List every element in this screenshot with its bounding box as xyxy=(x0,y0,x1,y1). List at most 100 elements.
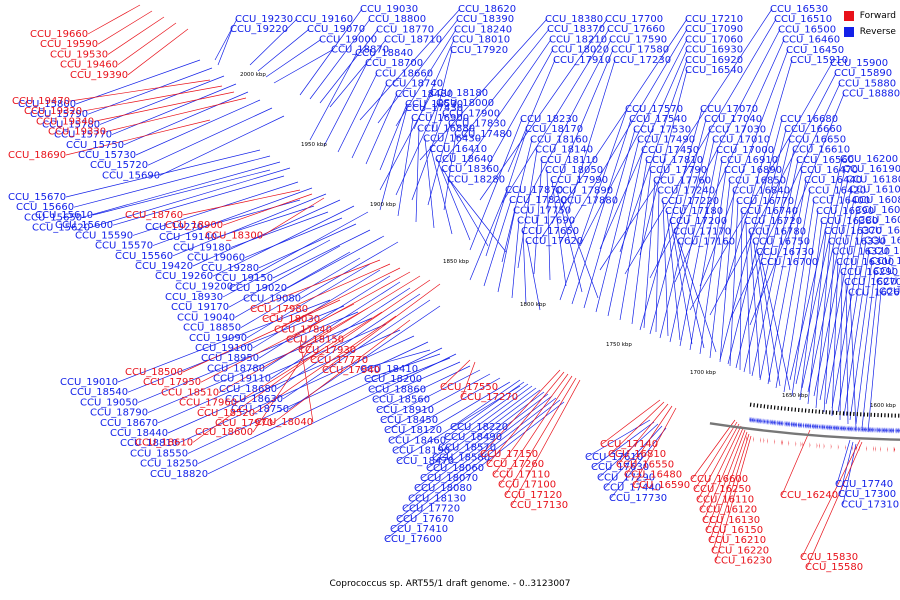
gene-label: CCU_17090 xyxy=(685,24,743,35)
gene-feature xyxy=(844,425,845,432)
label-connector xyxy=(559,29,688,244)
gene-feature xyxy=(866,445,867,452)
gene-label: CCU_17810 xyxy=(645,155,703,166)
gene-label: CCU_16880 xyxy=(417,123,475,134)
label-connector xyxy=(469,118,523,251)
gene-feature xyxy=(795,421,797,428)
gene-label: CCU_16060 xyxy=(858,215,900,226)
map-caption: Coprococcus sp. ART55/1 draft genome. - … xyxy=(329,579,571,589)
gene-label: CCU_16770 xyxy=(736,196,794,207)
gene-label: CCU_16720 xyxy=(744,216,802,227)
label-connector xyxy=(441,359,471,388)
label-connector xyxy=(849,292,857,429)
gene-label: CCU_17270 xyxy=(460,392,518,403)
label-connector xyxy=(639,69,688,256)
gene-feature xyxy=(755,417,756,424)
gene-label: CCU_16220 xyxy=(711,545,769,556)
gene-label: CCU_17720 xyxy=(402,504,460,515)
gene-feature xyxy=(870,426,871,433)
label-connector xyxy=(715,435,752,561)
label-connector xyxy=(359,8,461,121)
gene-label: CCU_16730 xyxy=(756,247,814,258)
label-connector xyxy=(431,49,453,133)
label-connector xyxy=(599,8,773,271)
gene-label: CCU_17990 xyxy=(550,175,608,186)
gene-feature xyxy=(821,423,822,430)
gene-feature xyxy=(852,425,853,432)
label-connector xyxy=(669,139,715,343)
label-connector xyxy=(505,377,577,495)
legend-item-forward: Forward xyxy=(843,8,896,24)
label-connector xyxy=(522,230,527,305)
gene-feature xyxy=(787,420,789,427)
kbp-ticks: 2000 kbp 1950 kbp 1900 kbp 1850 kbp 1800 kbp… xyxy=(240,72,896,409)
label-connector xyxy=(251,259,381,310)
gene-label: CCU_15940 xyxy=(873,266,900,277)
gene-label: CCU_18820 xyxy=(150,469,208,480)
label-connector xyxy=(254,315,397,414)
label-connector xyxy=(419,18,548,161)
label-connector xyxy=(749,93,845,326)
label-connector xyxy=(806,441,863,568)
gene-label: CCU_17610 xyxy=(585,452,643,463)
gene-label: CCU_17100 xyxy=(498,480,556,491)
gene-label: CCU_17030 xyxy=(708,124,766,135)
gene-feature xyxy=(809,422,810,429)
gene-feature xyxy=(793,421,795,428)
gene-feature xyxy=(753,417,755,424)
gene-feature xyxy=(837,444,839,451)
gene-label: CCU_18300 xyxy=(205,230,263,241)
gene-label: CCU_17210 xyxy=(685,14,743,25)
gene-feature xyxy=(858,426,859,433)
label-connector xyxy=(147,317,373,413)
gene-feature xyxy=(890,427,892,434)
label-connector xyxy=(222,239,331,298)
gene-feature xyxy=(771,419,773,426)
gene-label: CCU_17170 xyxy=(673,226,731,237)
label-connector xyxy=(855,271,876,425)
gene-feature xyxy=(765,418,766,425)
gene-label: CCU_19090 xyxy=(189,333,247,344)
label-connector xyxy=(689,62,833,311)
gene-feature xyxy=(856,445,858,452)
gene-label: CCU_19280 xyxy=(201,263,259,274)
gene-feature xyxy=(812,423,814,430)
gene-label: CCU_19260 xyxy=(155,271,213,282)
gene-label: CCU_19230 xyxy=(235,14,293,25)
label-connector xyxy=(639,108,703,331)
gene-feature xyxy=(792,421,794,428)
gene-feature xyxy=(883,427,885,434)
gene-label: CCU_16540 xyxy=(685,65,743,76)
label-connector xyxy=(177,335,415,444)
label-connector xyxy=(592,421,655,468)
gene-feature xyxy=(847,425,849,432)
gene-label: CCU_16410 xyxy=(429,144,487,155)
label-connector xyxy=(767,180,807,385)
gene-label: CCU_16550 xyxy=(616,459,674,470)
gene-label: CCU_18790 xyxy=(90,408,148,419)
gene-feature xyxy=(831,424,833,431)
label-connector xyxy=(433,385,533,458)
gene-feature xyxy=(750,416,752,423)
gene-label: CCU_18030 xyxy=(262,314,320,325)
gene-label: CCU_17140 xyxy=(600,439,658,450)
label-connector xyxy=(272,319,411,424)
label-connector xyxy=(299,339,314,423)
gene-label: CCU_17890 xyxy=(555,185,613,196)
label-connector xyxy=(127,28,189,76)
gene-label: CCU_16260 xyxy=(848,287,900,298)
label-connector xyxy=(230,211,329,248)
label-connector xyxy=(674,39,785,283)
gene-label: CCU_17000 xyxy=(716,145,774,156)
gene-feature xyxy=(750,416,751,423)
gene-feature xyxy=(816,423,817,430)
gene-label: CCU_18550 xyxy=(130,448,188,459)
label-connector xyxy=(167,329,401,434)
gene-feature xyxy=(851,425,853,432)
label-connector xyxy=(595,139,640,313)
gene-feature xyxy=(898,427,899,434)
gene-label: CCU_16240 xyxy=(780,490,838,501)
label-connector xyxy=(182,189,301,216)
label-connector xyxy=(286,235,385,289)
